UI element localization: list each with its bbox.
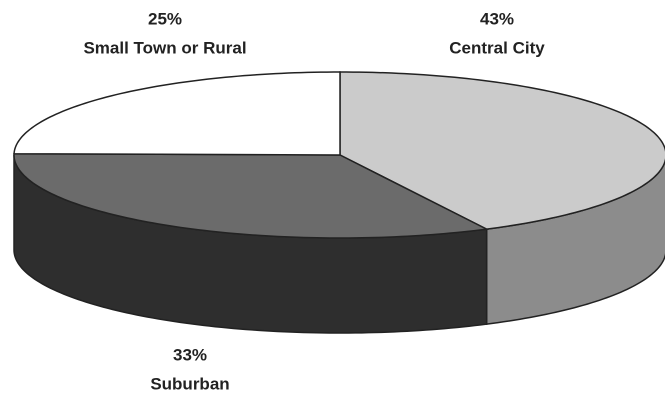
slice-label: Small Town or Rural — [83, 38, 246, 57]
slice — [13, 152, 490, 239]
slice-value-label: 43% — [480, 9, 514, 28]
slice-value-label: 25% — [148, 9, 182, 28]
slice-label: Central City — [449, 38, 545, 57]
slice — [339, 71, 665, 230]
slice-label: Suburban — [150, 374, 229, 393]
slice — [13, 71, 341, 156]
slice-value-label: 33% — [173, 345, 207, 364]
